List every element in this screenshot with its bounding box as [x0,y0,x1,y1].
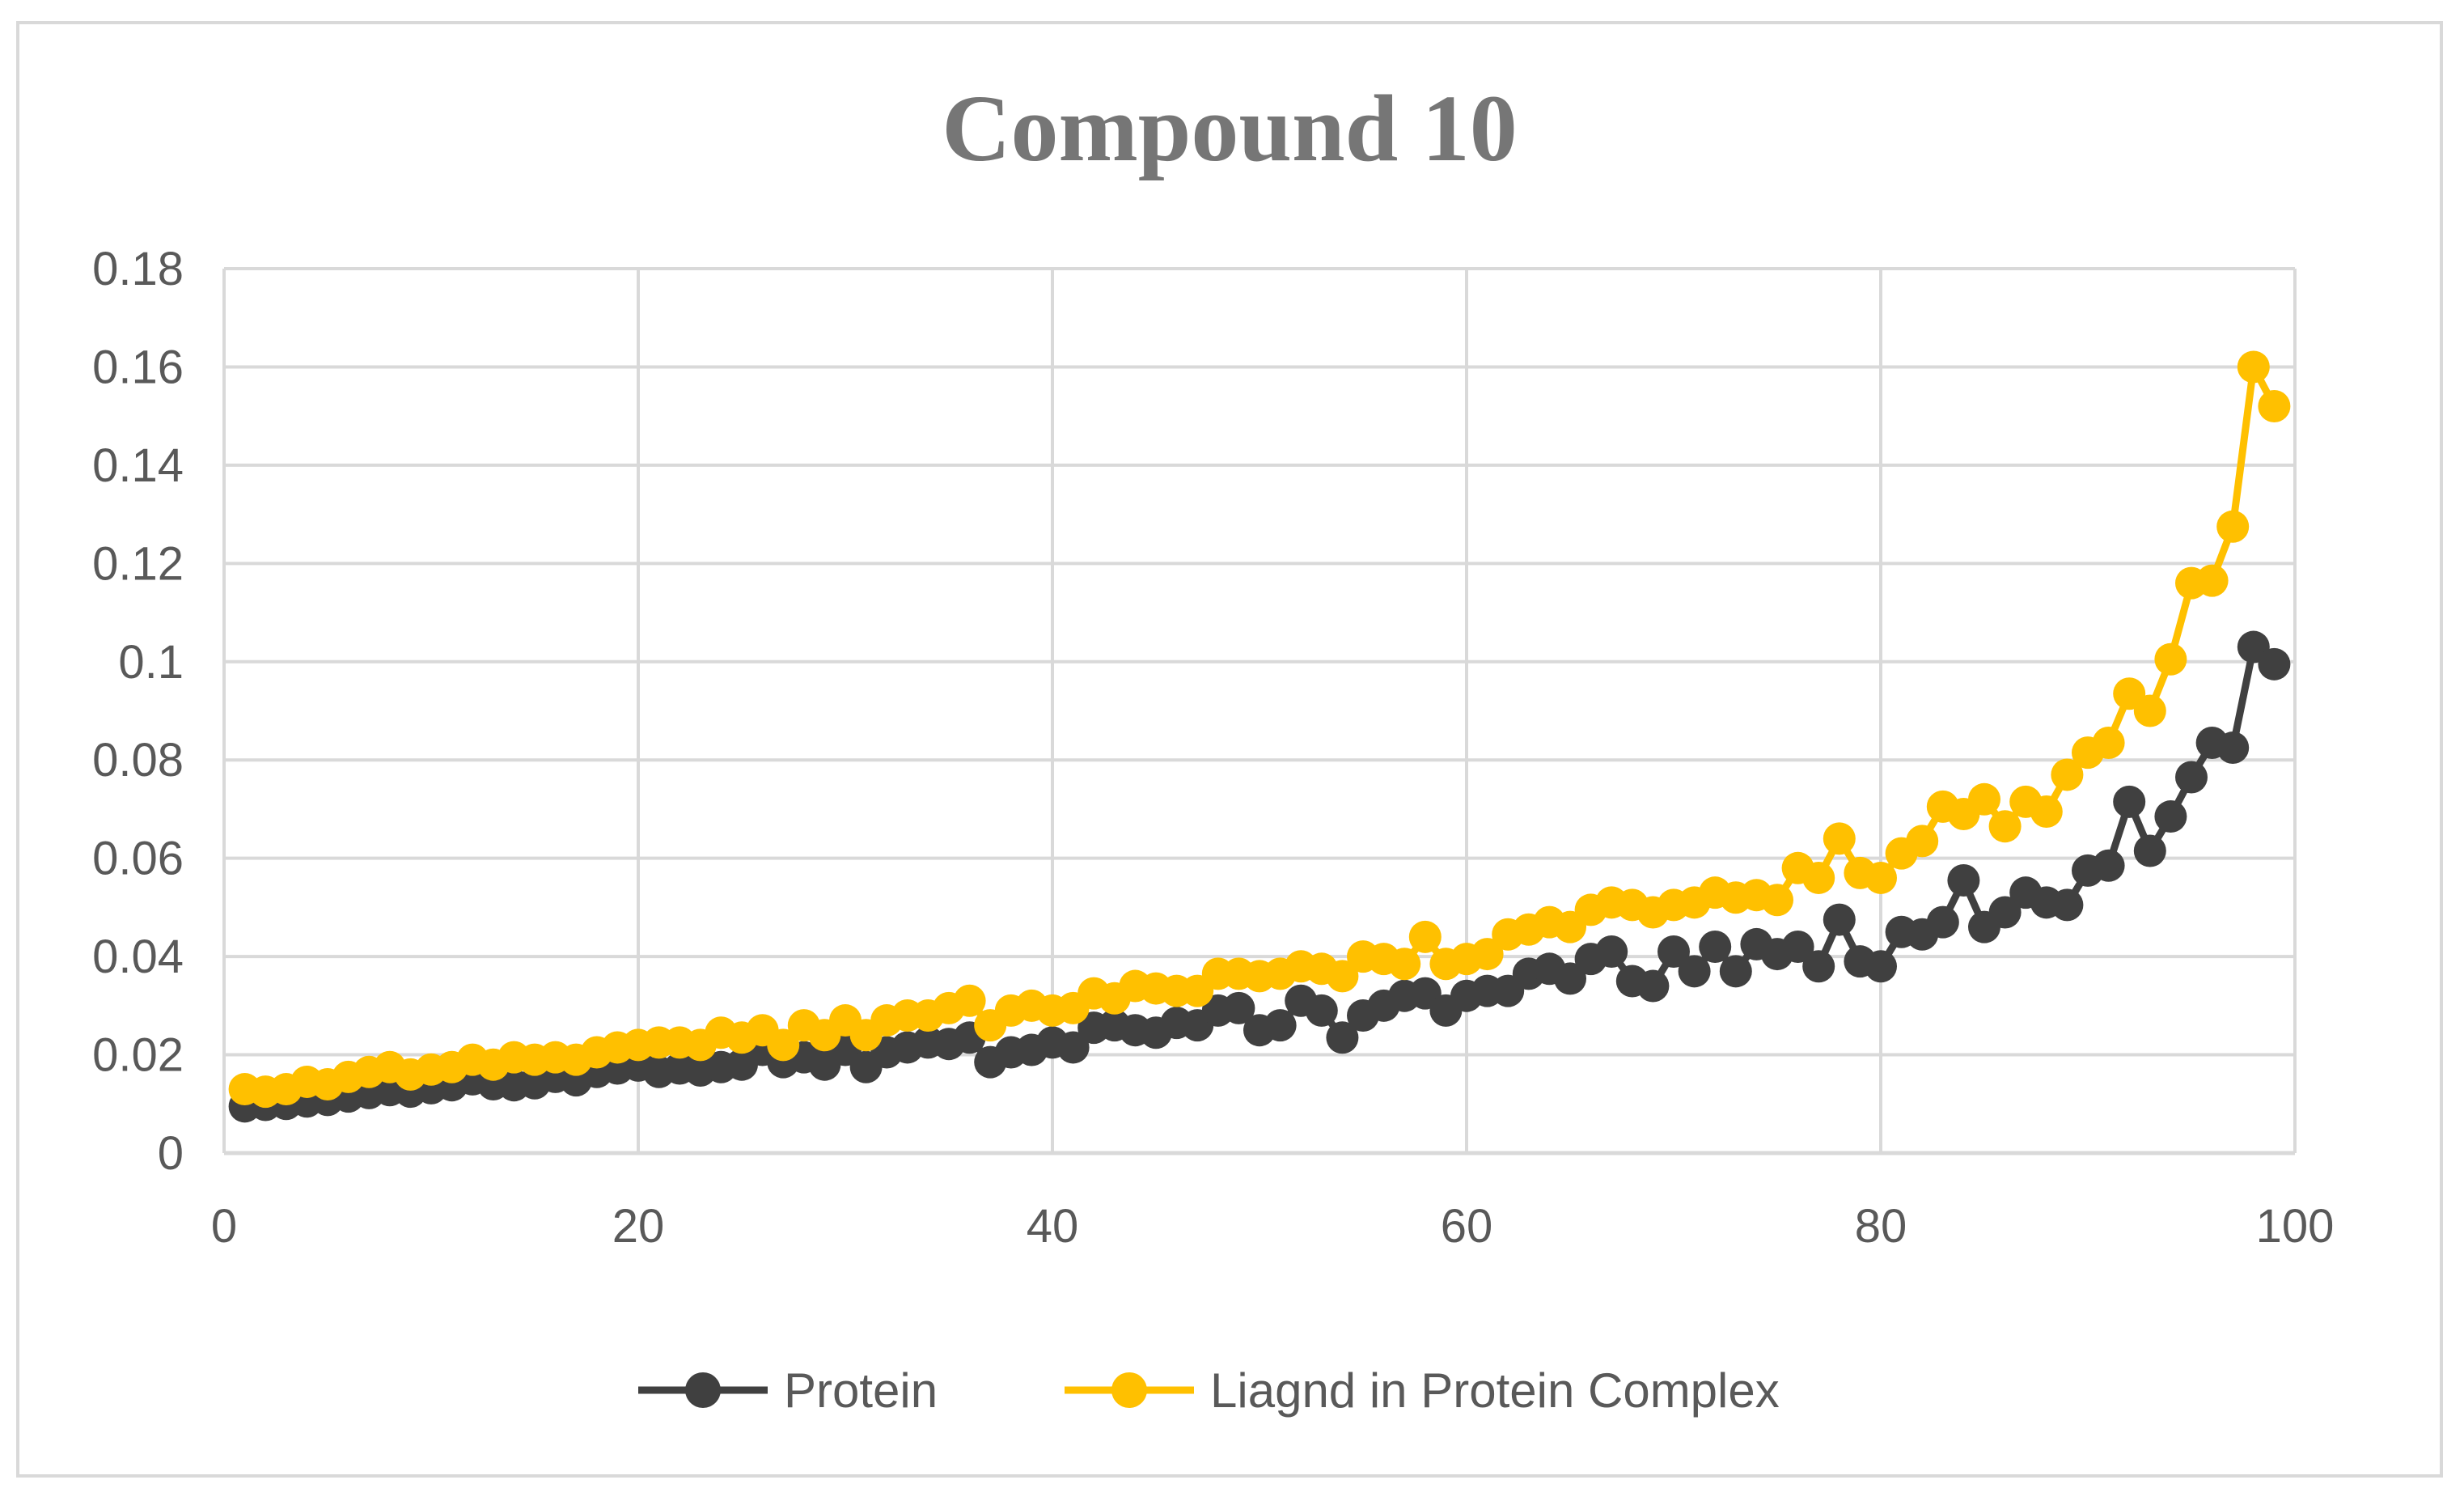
data-point [2133,834,2166,867]
x-tick-label: 40 [1027,1200,1079,1253]
data-point [1388,948,1421,981]
data-point [1947,863,1980,897]
legend: Protein Liagnd in Protein Complex [638,1363,1780,1418]
y-tick-label: 0.16 [92,341,184,393]
data-point [1305,994,1338,1027]
data-point [1988,810,2022,843]
data-point [2237,350,2270,384]
data-point [1326,1021,1359,1054]
y-tick-label: 0.14 [92,439,184,492]
data-point [2051,758,2084,791]
x-tick-label: 0 [211,1200,237,1253]
data-point [2195,564,2229,597]
legend-label: Protein [784,1363,938,1418]
data-point [2258,390,2291,423]
y-tick-label: 0 [158,1127,184,1180]
data-point [1657,935,1690,969]
data-point [1802,950,1835,983]
y-tick-label: 0.02 [92,1029,184,1082]
data-point [2154,642,2187,676]
data-point [2092,726,2125,759]
data-point [1699,930,1732,963]
chart-title: Compound 10 [942,75,1518,181]
data-point [2216,510,2250,543]
data-point [1678,955,1711,988]
data-point [1264,1009,1297,1042]
data-point [2092,849,2125,882]
data-series [228,350,2291,1123]
data-point [1926,905,1959,939]
data-point [2175,761,2208,794]
data-point [1865,861,1897,894]
x-tick-label: 20 [612,1200,665,1253]
data-point [767,1028,800,1062]
data-point [1988,896,2022,929]
data-point [2030,795,2063,828]
data-point [1056,1031,1090,1064]
data-point [1823,903,1856,936]
data-point [1719,955,1752,988]
x-tick-label: 80 [1855,1200,1907,1253]
data-point [1823,822,1856,855]
legend-label: Liagnd in Protein Complex [1210,1363,1780,1418]
y-tick-label: 0.06 [92,833,184,885]
x-tick-label: 100 [2256,1200,2335,1253]
data-point [2258,647,2291,681]
data-point [1761,884,1793,917]
grid-lines [222,267,2297,1153]
data-point [2051,888,2084,922]
y-tick-label: 0.1 [118,636,184,689]
data-point [2113,785,2146,818]
data-point [2133,694,2166,727]
data-point [1471,938,1504,971]
legend-swatch-marker [685,1372,721,1408]
line-chart: Compound 10 0 0.02 0.04 0.06 0.08 0.1 0.12 0.14… [92,75,2334,1418]
data-point [1408,920,1442,953]
y-tick-label: 0.04 [92,931,184,983]
tick-labels: 0 0.02 0.04 0.06 0.08 0.1 0.12 0.14 0.16 0.18 0 20 4… [92,243,2334,1253]
data-point [1781,930,1814,963]
y-tick-label: 0.18 [92,243,184,295]
data-point [1595,935,1628,969]
legend-swatch-marker [1111,1372,1147,1408]
y-tick-label: 0.08 [92,734,184,787]
data-point [2154,800,2187,833]
data-point [1865,950,1897,983]
data-point [1968,782,2000,816]
data-point [1636,969,1670,1003]
x-tick-label: 60 [1441,1200,1493,1253]
data-point [1802,861,1835,894]
data-point [1222,991,1255,1024]
data-point [1326,960,1359,993]
data-point [953,984,986,1017]
y-tick-label: 0.12 [92,537,184,590]
data-point [2216,731,2250,765]
data-point [1906,825,1939,858]
data-point [1554,962,1586,995]
chart-frame: Compound 10 0 0.02 0.04 0.06 0.08 0.1 0.12 0.14… [16,21,2443,1478]
